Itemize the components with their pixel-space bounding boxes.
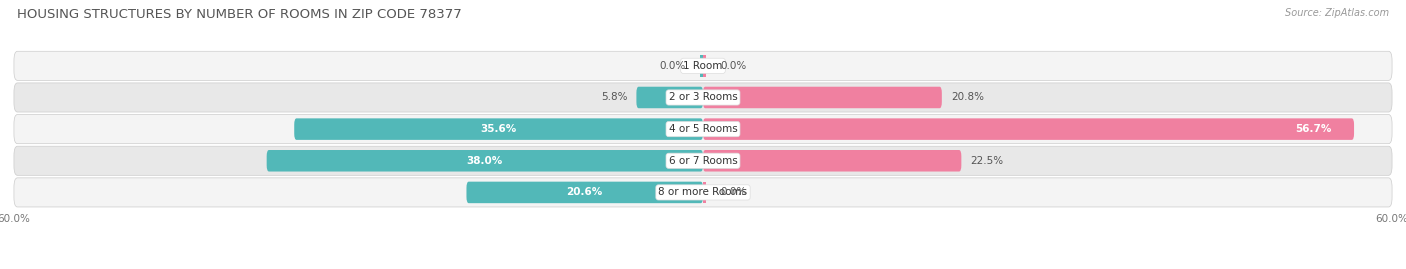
Text: 0.0%: 0.0%: [720, 187, 747, 197]
Bar: [700, 55, 703, 77]
Text: 2 or 3 Rooms: 2 or 3 Rooms: [669, 93, 737, 102]
Text: 1 Room: 1 Room: [683, 61, 723, 71]
Text: 20.8%: 20.8%: [950, 93, 984, 102]
FancyBboxPatch shape: [14, 146, 1392, 175]
Text: 22.5%: 22.5%: [970, 156, 1004, 166]
Text: 8 or more Rooms: 8 or more Rooms: [658, 187, 748, 197]
FancyBboxPatch shape: [703, 87, 942, 108]
FancyBboxPatch shape: [14, 115, 1392, 144]
FancyBboxPatch shape: [14, 51, 1392, 80]
FancyBboxPatch shape: [267, 150, 703, 172]
Bar: [703, 55, 706, 77]
FancyBboxPatch shape: [703, 118, 1354, 140]
Text: 35.6%: 35.6%: [481, 124, 517, 134]
Text: 4 or 5 Rooms: 4 or 5 Rooms: [669, 124, 737, 134]
FancyBboxPatch shape: [294, 118, 703, 140]
Bar: [703, 182, 706, 203]
Text: 56.7%: 56.7%: [1295, 124, 1331, 134]
Text: Source: ZipAtlas.com: Source: ZipAtlas.com: [1285, 8, 1389, 18]
Text: 5.8%: 5.8%: [600, 93, 627, 102]
Text: 20.6%: 20.6%: [567, 187, 603, 197]
Text: 38.0%: 38.0%: [467, 156, 503, 166]
FancyBboxPatch shape: [703, 150, 962, 172]
Text: 6 or 7 Rooms: 6 or 7 Rooms: [669, 156, 737, 166]
Text: 0.0%: 0.0%: [659, 61, 686, 71]
Text: 0.0%: 0.0%: [720, 61, 747, 71]
FancyBboxPatch shape: [14, 178, 1392, 207]
FancyBboxPatch shape: [637, 87, 703, 108]
Text: HOUSING STRUCTURES BY NUMBER OF ROOMS IN ZIP CODE 78377: HOUSING STRUCTURES BY NUMBER OF ROOMS IN…: [17, 8, 461, 21]
FancyBboxPatch shape: [14, 83, 1392, 112]
FancyBboxPatch shape: [467, 182, 703, 203]
